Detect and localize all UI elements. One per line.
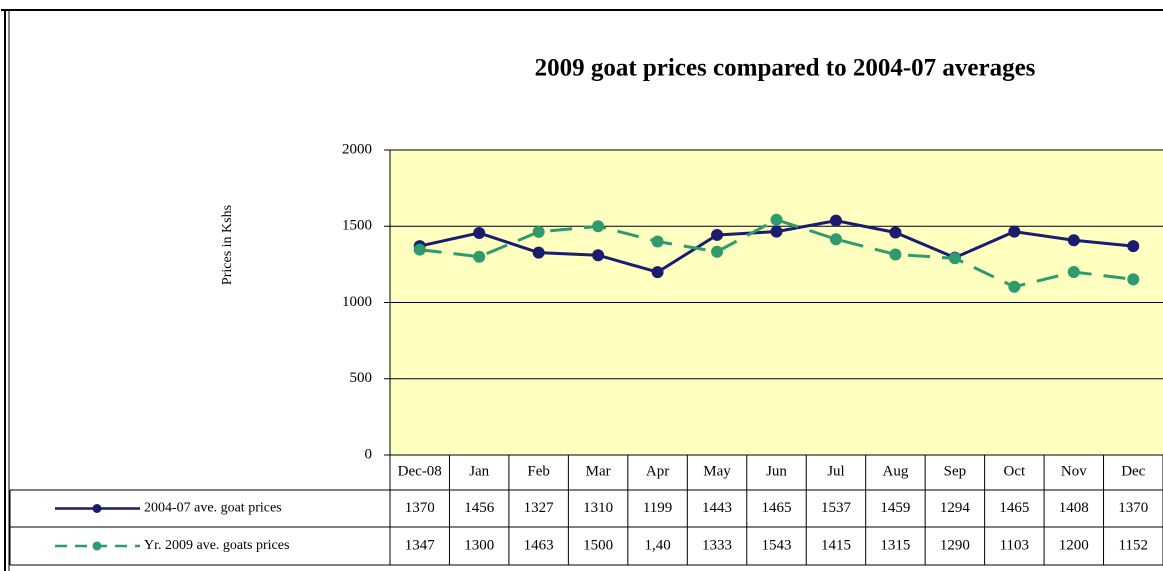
table-value: 1315 (880, 537, 910, 553)
legend-label: 2004-07 ave. goat prices (144, 501, 282, 516)
table-value: 1199 (643, 500, 672, 516)
point (473, 226, 486, 239)
point (829, 233, 842, 246)
table-value: 1500 (583, 537, 613, 553)
point (473, 250, 486, 263)
point (1067, 266, 1080, 278)
x-tick-label: Jun (766, 463, 787, 479)
point (1008, 225, 1021, 238)
y-tick-label: 2000 (342, 141, 372, 157)
table-value: 1200 (1059, 537, 1089, 553)
x-tick-label: Aug (883, 463, 909, 479)
table-value: 1415 (821, 537, 851, 553)
point (711, 245, 724, 258)
point (889, 248, 902, 261)
x-tick-label: Dec (1121, 463, 1145, 479)
table-value: 1443 (702, 500, 732, 516)
point (770, 225, 783, 238)
x-tick-label: Oct (1004, 463, 1026, 479)
legend-marker (92, 504, 102, 513)
point (1127, 240, 1140, 253)
table-value: 1310 (583, 500, 613, 516)
x-tick-label: Jul (827, 463, 845, 479)
legend-label: Yr. 2009 ave. goats prices (144, 538, 289, 553)
point (770, 213, 783, 226)
legend-marker (92, 541, 102, 551)
point (829, 214, 842, 227)
point (532, 225, 545, 238)
point (532, 246, 545, 259)
x-tick-label: Mar (586, 463, 611, 479)
point (1127, 273, 1140, 286)
table-value: 1537 (821, 500, 852, 516)
table-value: 1370 (1118, 500, 1148, 516)
y-tick-label: 500 (350, 370, 373, 386)
table-value: 1408 (1059, 500, 1089, 516)
y-tick-label: 0 (365, 446, 373, 462)
x-tick-label: Jan (469, 463, 489, 479)
table-value: 1294 (940, 500, 971, 516)
point (1008, 280, 1021, 293)
table-value: 1347 (405, 537, 436, 553)
point (592, 220, 605, 233)
point (651, 266, 664, 279)
table-value: 1465 (999, 500, 1029, 516)
point (711, 228, 724, 241)
y-tick-label: 1500 (342, 218, 372, 234)
chart-title: 2009 goat prices compared to 2004-07 ave… (535, 55, 1036, 82)
point (1067, 234, 1080, 247)
x-tick-label: Sep (944, 463, 967, 479)
y-tick-label: 1000 (342, 294, 372, 310)
point (592, 249, 605, 262)
x-tick-label: Dec-08 (398, 463, 442, 479)
table-value: 1327 (524, 500, 555, 516)
table-value: 1463 (524, 537, 554, 553)
table-value: 1300 (464, 537, 494, 553)
table-value: 1103 (1000, 537, 1029, 553)
y-axis-label: Prices in Kshs (220, 205, 235, 285)
x-tick-label: Nov (1061, 463, 1087, 479)
point (889, 226, 902, 239)
table-value: 1333 (702, 537, 732, 553)
x-tick-label: Apr (646, 463, 669, 479)
x-tick-label: May (703, 463, 731, 479)
x-tick-label: Feb (527, 463, 550, 479)
table-value: 1456 (464, 500, 495, 516)
table-value: 1465 (762, 500, 792, 516)
table-value: 1459 (880, 500, 910, 516)
table-value: 1,40 (644, 537, 670, 553)
table-value: 1370 (405, 500, 435, 516)
point (651, 235, 664, 248)
table-value: 1152 (1119, 537, 1148, 553)
table-value: 1290 (940, 537, 970, 553)
point (948, 252, 961, 265)
table-value: 1543 (762, 537, 792, 553)
point (413, 243, 426, 256)
